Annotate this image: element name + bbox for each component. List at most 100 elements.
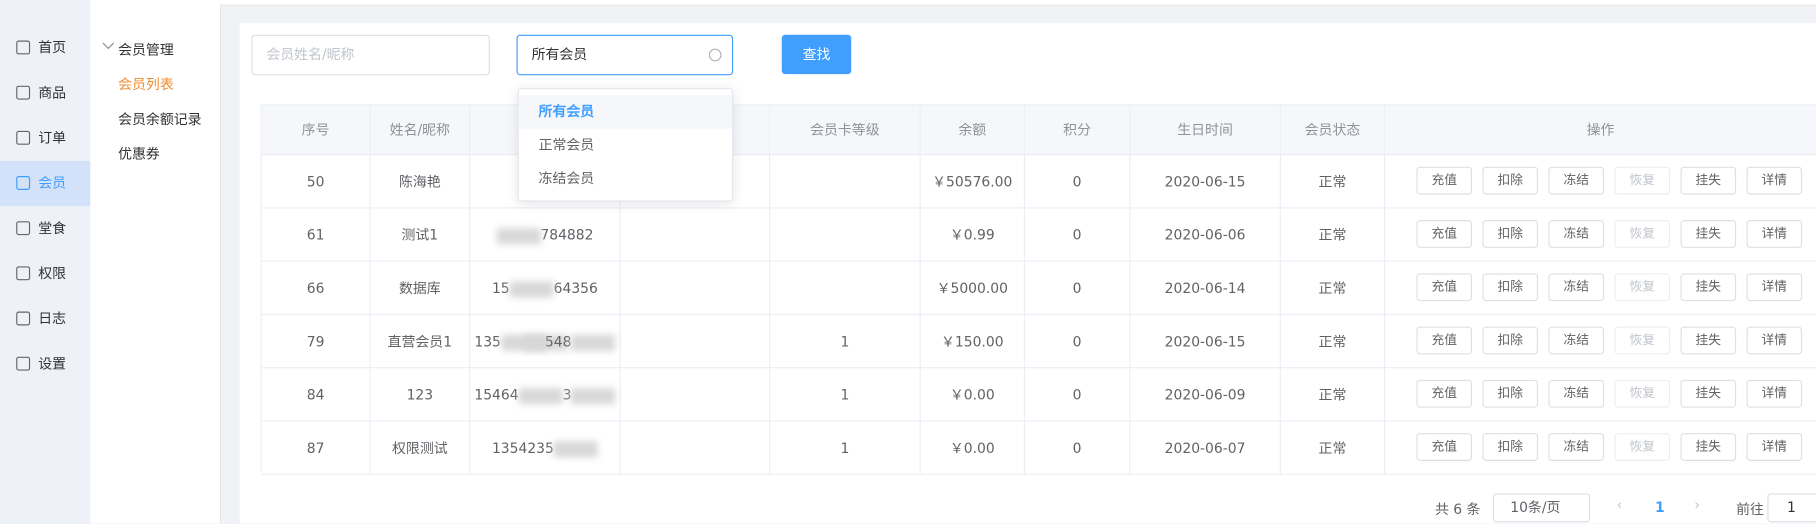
nav-item[interactable]: 堂食 (0, 206, 90, 251)
cell: 0 (1024, 421, 1131, 475)
action-button[interactable]: 充值 (1416, 220, 1473, 248)
nav-item[interactable]: 设置 (0, 342, 90, 387)
action-button: 恢复 (1614, 326, 1671, 355)
blur (518, 387, 563, 404)
action-button[interactable]: 扣除 (1482, 379, 1539, 408)
action-button[interactable]: 冻结 (1548, 326, 1605, 355)
action-button[interactable]: 详情 (1746, 220, 1803, 248)
nav-item[interactable]: 首页 (0, 25, 90, 70)
cell: 正常 (1280, 261, 1386, 316)
nav-icon (16, 40, 31, 55)
action-button[interactable]: 充值 (1416, 326, 1473, 355)
phone-part: 3 (562, 386, 572, 404)
next[interactable]: › (1694, 496, 1700, 514)
goto-label: 前往 (1736, 501, 1764, 518)
cell: 权限测试 (370, 421, 471, 475)
action-button[interactable]: 挂失 (1680, 326, 1737, 355)
caret (102, 37, 115, 50)
nav-label: 堂食 (38, 220, 67, 237)
page-size[interactable]: 10条/页 (1492, 493, 1591, 523)
cell (620, 208, 771, 262)
action-button[interactable]: 挂失 (1680, 220, 1737, 248)
total: 共 6 条 (1434, 501, 1481, 518)
status-select[interactable]: 所有会员 (516, 34, 734, 76)
action-button[interactable]: 扣除 (1482, 220, 1539, 248)
action-button[interactable]: 充值 (1416, 166, 1473, 195)
action-button[interactable]: 详情 (1746, 379, 1803, 408)
action-button[interactable]: 扣除 (1482, 166, 1539, 195)
action-button[interactable]: 挂失 (1680, 433, 1737, 461)
nav-icon (16, 130, 31, 145)
blur (496, 227, 541, 244)
clear-icon[interactable] (708, 48, 722, 62)
action-button[interactable]: 扣除 (1482, 273, 1539, 302)
blur (571, 334, 616, 351)
action-button[interactable]: 详情 (1746, 273, 1803, 302)
cell: 正常 (1280, 315, 1386, 369)
phone-part: 784882 (540, 226, 594, 244)
search-button[interactable]: 查找 (781, 34, 852, 75)
cell: 123 (370, 368, 471, 422)
action-button[interactable]: 冻结 (1548, 433, 1605, 461)
submenu-group[interactable]: 会员管理 (118, 41, 174, 58)
submenu-item[interactable]: 优惠券 (118, 145, 160, 163)
nav-label: 商品 (38, 84, 67, 101)
action-button[interactable]: 充值 (1416, 433, 1473, 461)
header-cell: 操作 (1385, 105, 1816, 156)
nav-item[interactable]: 商品 (0, 71, 90, 116)
action-button[interactable]: 挂失 (1680, 166, 1737, 195)
submenu: 会员管理 会员列表会员余额记录 优惠券 (90, 0, 222, 524)
cell: 2020-06-09 (1130, 368, 1281, 422)
top-bar (220, 0, 1816, 6)
page-input[interactable]: 1 (1767, 493, 1816, 523)
action-button[interactable]: 冻结 (1548, 273, 1605, 302)
dropdown-option[interactable]: 正常会员 (538, 136, 595, 153)
nav-label: 首页 (38, 39, 67, 56)
action-button[interactable]: 充值 (1416, 273, 1473, 302)
cell: 79 (261, 315, 371, 369)
submenu-item[interactable]: 会员余额记录 (118, 111, 202, 128)
action-button[interactable]: 充值 (1416, 379, 1473, 408)
cell: ￥0.99 (920, 208, 1025, 262)
action-button[interactable]: 冻结 (1548, 379, 1605, 408)
nav-item[interactable]: 订单 (0, 116, 90, 161)
cell: 15 64356 (470, 261, 621, 351)
action-button[interactable]: 详情 (1746, 433, 1803, 461)
submenu-item[interactable]: 会员列表 (118, 76, 174, 93)
search-input[interactable]: 会员姓名/昵称 (251, 34, 490, 76)
action-button[interactable]: 扣除 (1482, 433, 1539, 461)
cell: 2020-06-15 (1130, 315, 1281, 369)
nav-item[interactable]: 权限 (0, 251, 90, 296)
cell: ￥150.00 (920, 315, 1025, 369)
cell: 正常 (1280, 155, 1386, 209)
phone-part: 64356 (553, 280, 598, 297)
cell: 50 (261, 155, 371, 209)
current-page[interactable]: 1 (1655, 499, 1665, 516)
cell: 0 (1024, 315, 1131, 369)
action-button: 恢复 (1614, 379, 1671, 408)
dropdown-option[interactable]: 冻结会员 (538, 170, 595, 187)
action-button[interactable]: 冻结 (1548, 166, 1605, 195)
action-button[interactable]: 挂失 (1680, 273, 1737, 302)
nav-item[interactable]: 会员 (0, 160, 91, 207)
nav-icon (16, 266, 31, 281)
nav-label: 设置 (38, 355, 67, 372)
dropdown-option[interactable]: 所有会员 (518, 94, 732, 129)
action-button[interactable]: 扣除 (1482, 326, 1539, 355)
cell: 15464 3 (470, 368, 621, 422)
action-button[interactable]: 详情 (1746, 166, 1803, 195)
action-button[interactable]: 挂失 (1680, 379, 1737, 408)
header-cell: 生日时间 (1130, 105, 1281, 156)
phone-part: 15 (491, 280, 510, 297)
nav-label: 权限 (38, 265, 67, 282)
action-button[interactable]: 冻结 (1548, 220, 1605, 248)
prev[interactable]: ‹ (1616, 496, 1623, 514)
cell: 61 (261, 208, 371, 262)
blur (509, 280, 554, 298)
cell (770, 208, 921, 262)
action-button[interactable]: 详情 (1746, 326, 1803, 355)
cell: ￥50576.00 (920, 155, 1025, 209)
nav-item[interactable]: 日志 (0, 296, 90, 341)
cell: 正常 (1280, 208, 1386, 262)
action-button: 恢复 (1614, 220, 1671, 248)
